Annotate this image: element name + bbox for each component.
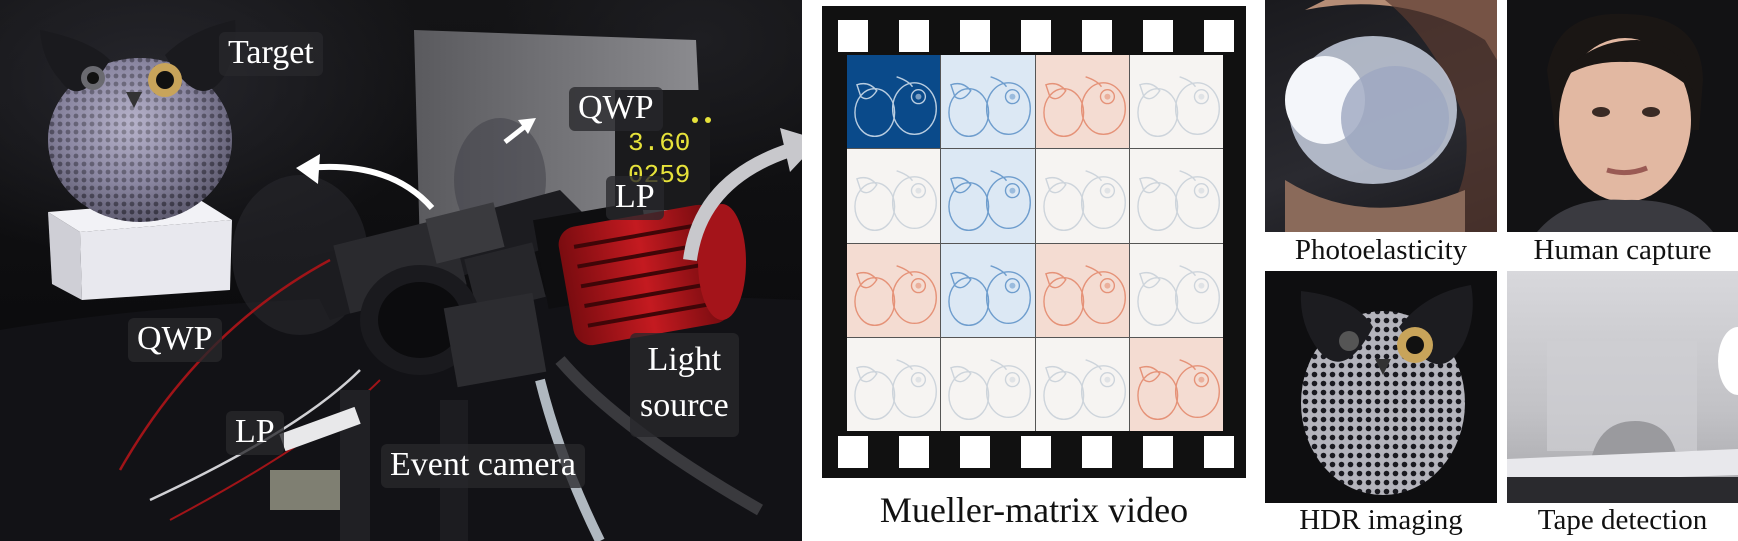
lab-setup-illustration: 3.60 0259 [0, 20, 802, 541]
film-hole-bottom [1082, 436, 1112, 468]
label-lp-top: LP [606, 176, 664, 220]
rotation-arrow-left [305, 163, 435, 210]
mueller-cell [1035, 337, 1129, 431]
output-arrow [683, 143, 793, 262]
film-hole-top [1143, 20, 1173, 52]
film-hole-bottom [1143, 436, 1173, 468]
label-light-source-line1: Light [647, 341, 722, 378]
thumb-hdr-imaging [1265, 271, 1497, 503]
thumb-tape-detection [1507, 271, 1738, 503]
caption-human-capture: Human capture [1533, 234, 1712, 266]
caption-hdr-imaging: HDR imaging [1299, 504, 1463, 536]
lab-setup-photo: 3.60 0259 [0, 0, 802, 541]
label-target: Target [219, 32, 323, 76]
mueller-cell [941, 243, 1035, 337]
label-light-source: Light source [630, 333, 739, 437]
film-hole-bottom [1204, 436, 1234, 468]
mueller-cell [847, 149, 941, 243]
film-hole-top [1082, 20, 1112, 52]
film-hole-bottom [960, 436, 990, 468]
mueller-cell [941, 149, 1035, 243]
mueller-cell [1129, 149, 1223, 243]
film-hole-top [838, 20, 868, 52]
thumb-human-capture [1507, 0, 1738, 232]
film-hole-bottom [899, 436, 929, 468]
mueller-cell [847, 337, 941, 431]
mueller-cell [1129, 55, 1223, 149]
label-lp-left: LP [226, 411, 284, 455]
film-hole-top [899, 20, 929, 52]
mueller-cell [1129, 243, 1223, 337]
film-hole-top [1204, 20, 1234, 52]
label-event-camera: Event camera [381, 444, 585, 488]
mueller-cell [1035, 55, 1129, 149]
film-hole-top [1021, 20, 1051, 52]
mueller-cell [847, 55, 941, 149]
label-light-source-line2: source [640, 387, 729, 424]
mueller-cell [1129, 337, 1223, 431]
caption-photoelasticity: Photoelasticity [1294, 234, 1468, 266]
owl-figurine [40, 20, 236, 222]
label-qwp-left: QWP [128, 318, 222, 362]
caption-tape-detection: Tape detection [1537, 504, 1708, 536]
label-qwp-top: QWP [569, 87, 663, 131]
mueller-cell [1035, 149, 1129, 243]
svg-text:3.60: 3.60 [628, 128, 690, 158]
film-hole-top [960, 20, 990, 52]
caption-mueller-matrix-video: Mueller-matrix video [879, 490, 1189, 530]
thumb-photoelasticity [1265, 0, 1497, 232]
mueller-cell [847, 243, 941, 337]
mueller-matrix-grid [847, 55, 1223, 431]
mueller-cell [941, 55, 1035, 149]
film-hole-bottom [1021, 436, 1051, 468]
mueller-cell [1035, 243, 1129, 337]
film-hole-bottom [838, 436, 868, 468]
mueller-cell [941, 337, 1035, 431]
